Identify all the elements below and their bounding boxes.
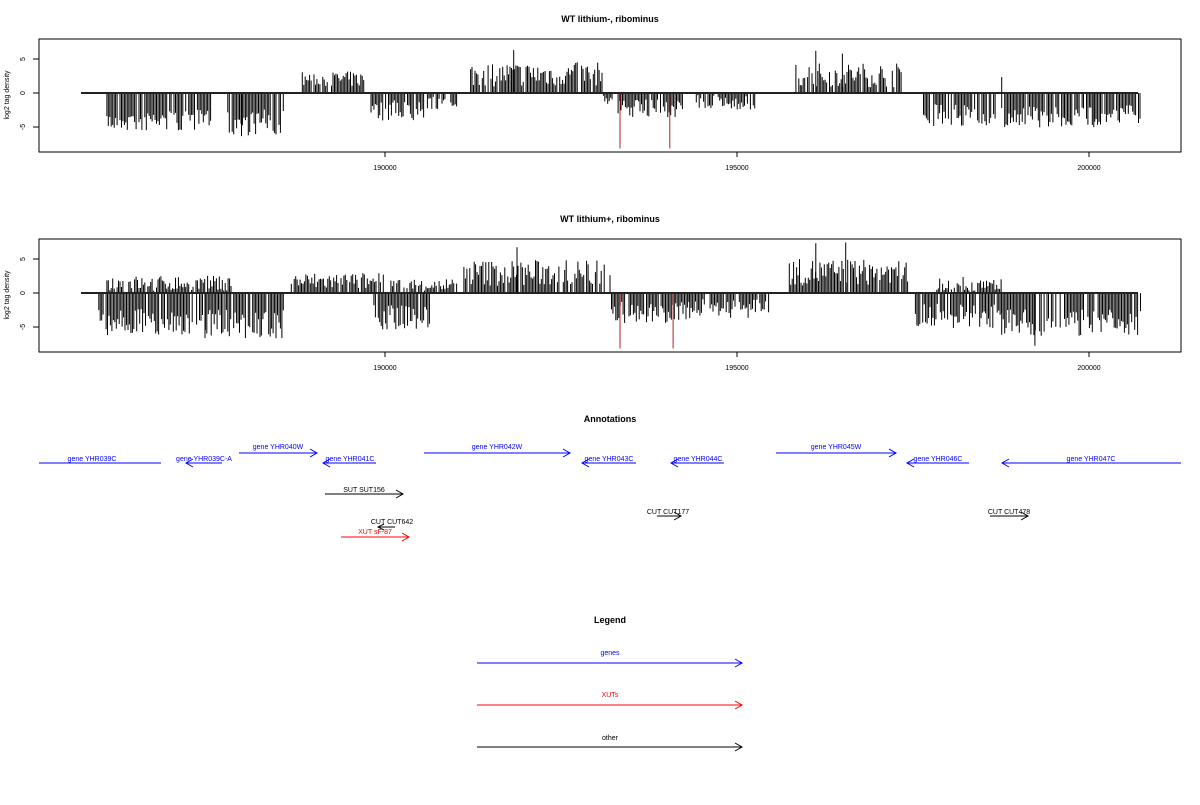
y-tick-label: 0 <box>20 291 27 295</box>
feature-gene-yhr041c <box>321 458 376 468</box>
feature-gene-yhr042w <box>424 448 572 458</box>
annotations-track: Annotations gene YHR039C gene YHR039C-A … <box>39 414 1181 542</box>
feature-label: gene YHR044C <box>674 456 723 463</box>
feature-label: gene YHR045W <box>811 444 862 451</box>
feature-gene-yhr043c <box>580 458 636 468</box>
y-axis: 5 0 -5 <box>20 257 40 330</box>
arrow-head-left-icon <box>669 458 679 468</box>
feature-gene-yhr047c <box>1000 458 1181 468</box>
x-tick-label: 190000 <box>373 165 396 172</box>
feature-gene-yhr045w <box>776 448 898 458</box>
legend-label: genes <box>600 650 620 657</box>
y-tick-label: 0 <box>20 91 27 95</box>
feature-gene-yhr046c <box>905 458 969 468</box>
x-tick-label: 200000 <box>1077 165 1100 172</box>
feature-label: gene YHR042W <box>472 444 523 451</box>
arrow-head-right-icon <box>734 700 744 710</box>
x-tick-label: 200000 <box>1077 365 1100 372</box>
feature-cut177 <box>657 511 683 521</box>
density-bars <box>106 50 1141 149</box>
y-axis: 5 0 -5 <box>20 57 40 130</box>
feature-cut478 <box>990 511 1030 521</box>
arrow-head-right-icon <box>562 448 572 458</box>
legend-entry-genes: genes <box>477 650 744 668</box>
arrow-head-right-icon <box>673 511 683 521</box>
arrow-head-right-icon <box>395 489 405 499</box>
feature-label: CUT CUT642 <box>371 519 413 526</box>
feature-label: gene YHR046C <box>914 456 963 463</box>
arrow-head-left-icon <box>1000 458 1010 468</box>
arrow-head-right-icon <box>1020 511 1030 521</box>
x-axis: 190000 195000 200000 <box>373 151 1101 172</box>
feature-label: gene YHR039C <box>68 456 117 463</box>
feature-label: XUT sF-87 <box>358 529 392 536</box>
feature-label: gene YHR047C <box>1067 456 1116 463</box>
feature-cut642 <box>376 523 395 531</box>
arrow-head-left-icon <box>321 458 331 468</box>
feature-gene-yhr040w <box>239 448 319 458</box>
y-tick-label: -5 <box>20 124 27 130</box>
panel-title: WT lithium+, ribominus <box>560 214 660 224</box>
y-tick-label: -5 <box>20 324 27 330</box>
x-tick-label: 195000 <box>725 165 748 172</box>
arrow-head-right-icon <box>734 658 744 668</box>
legend: Legend genes XUTs other <box>477 615 744 752</box>
arrow-head-right-icon <box>888 448 898 458</box>
feature-sut156 <box>325 489 405 499</box>
feature-label: gene YHR039C-A <box>176 456 232 463</box>
y-axis-label: log2 tag density <box>4 70 11 120</box>
arrow-head-left-icon <box>580 458 590 468</box>
legend-entry-xuts: XUTs <box>477 692 744 710</box>
legend-label: XUTs <box>602 692 619 699</box>
arrow-head-left-icon <box>376 523 385 531</box>
x-tick-label: 190000 <box>373 365 396 372</box>
legend-entry-other: other <box>477 735 744 752</box>
y-tick-label: 5 <box>20 257 27 261</box>
arrow-head-right-icon <box>734 742 744 752</box>
x-tick-label: 195000 <box>725 365 748 372</box>
y-tick-label: 5 <box>20 57 27 61</box>
annotations-title: Annotations <box>584 414 637 424</box>
legend-label: other <box>602 735 619 742</box>
feature-label: gene YHR041C <box>326 456 375 463</box>
y-axis-label: log2 tag density <box>4 270 11 320</box>
feature-label: SUT SUT156 <box>343 487 385 494</box>
track-panel-lithium-plus: WT lithium+, ribominus log2 tag density … <box>4 214 1182 372</box>
feature-gene-yhr044c <box>669 458 724 468</box>
arrow-head-left-icon <box>905 458 915 468</box>
track-panel-lithium-minus: WT lithium-, ribominus log2 tag density … <box>4 14 1182 172</box>
legend-title: Legend <box>594 615 626 625</box>
feature-xut-sf87 <box>341 532 411 542</box>
arrow-head-left-icon <box>184 458 194 468</box>
feature-label: CUT CUT177 <box>647 509 689 516</box>
x-axis: 190000 195000 200000 <box>373 351 1101 372</box>
density-bars <box>98 242 1141 349</box>
feature-label: CUT CUT478 <box>988 509 1030 516</box>
feature-label: gene YHR043C <box>585 456 634 463</box>
arrow-head-right-icon <box>309 448 319 458</box>
feature-label: gene YHR040W <box>253 444 304 451</box>
arrow-head-right-icon <box>401 532 411 542</box>
panel-title: WT lithium-, ribominus <box>561 14 659 24</box>
feature-gene-yhr039c-a <box>184 458 222 468</box>
